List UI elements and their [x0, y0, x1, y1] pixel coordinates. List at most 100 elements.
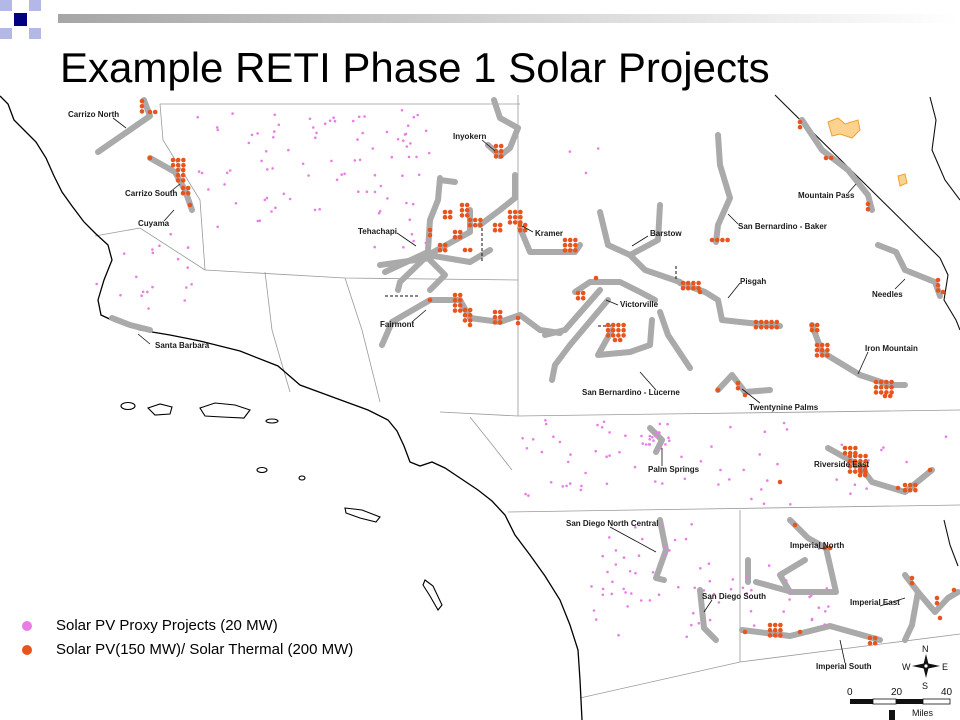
- solar-pv-proxy-dot: [680, 455, 683, 459]
- solar-pv-thermal-dot: [696, 280, 701, 286]
- solar-pv-proxy-dot: [363, 115, 366, 118]
- solar-pv-thermal-dot: [934, 595, 940, 601]
- solar-pv-proxy-dot: [719, 468, 722, 472]
- solar-pv-thermal-dot: [170, 157, 176, 163]
- solar-pv-thermal-dot: [825, 353, 830, 358]
- solar-pv-thermal-dot: [452, 297, 458, 303]
- solar-pv-proxy-dot: [412, 115, 416, 119]
- solar-pv-thermal-dot: [180, 190, 186, 196]
- map-label-barstow: Barstow: [650, 229, 682, 238]
- solar-pv-thermal-dot: [493, 148, 499, 154]
- compass-center-icon: [923, 663, 929, 669]
- solar-pv-thermal-dot: [819, 347, 825, 353]
- solar-pv-thermal-dot: [777, 479, 783, 485]
- solar-pv-thermal-dot: [464, 202, 470, 208]
- solar-pv-thermal-dot: [567, 242, 573, 248]
- solar-pv-thermal-dot: [792, 522, 798, 528]
- solar-pv-proxy-dot: [282, 192, 286, 196]
- state-boundaries: [774, 94, 960, 567]
- solar-pv-proxy-dot: [151, 248, 154, 251]
- solar-pv-proxy-dot: [699, 460, 703, 463]
- leader-line: [839, 639, 846, 664]
- solar-pv-thermal-dot: [605, 333, 611, 338]
- solar-pv-thermal-dot: [575, 295, 581, 301]
- transmission-corridor: [902, 572, 960, 615]
- solar-pv-proxy-dot: [405, 145, 409, 148]
- solar-pv-thermal-dot: [175, 157, 181, 163]
- solar-pv-thermal-dot: [680, 280, 686, 286]
- leader-line: [857, 351, 869, 375]
- leader-lines: [112, 117, 906, 664]
- solar-pv-thermal-dot: [889, 390, 894, 395]
- solar-pv-thermal-dot: [797, 124, 803, 130]
- solar-pv-thermal-dot: [753, 319, 759, 325]
- solar-pv-proxy-dot: [767, 564, 771, 567]
- map-label-victorville: Victorville: [620, 300, 659, 309]
- solar-pv-proxy-dot: [782, 610, 785, 613]
- solar-pv-proxy-dot: [717, 601, 721, 604]
- scale-tick-label: 0: [847, 687, 853, 698]
- solar-pv-proxy-dot: [944, 435, 948, 439]
- solar-pv-proxy-dot: [378, 209, 382, 213]
- solar-pv-thermal-dot: [909, 580, 915, 586]
- solar-pv-thermal-dot: [180, 178, 186, 183]
- solar-pv-proxy-dot: [661, 482, 664, 485]
- compass-west-label: W: [902, 662, 911, 672]
- solar-pv-proxy-dot: [223, 183, 226, 186]
- solar-pv-thermal-dot: [873, 379, 879, 385]
- map-label-mountain-pass: Mountain Pass: [798, 191, 855, 200]
- solar-pv-proxy-dot: [668, 439, 671, 443]
- scale-segment: [896, 699, 923, 704]
- solar-pv-thermal-dot: [680, 285, 686, 291]
- solar-pv-thermal-dot: [819, 342, 825, 348]
- solar-pv-thermal-dot: [907, 482, 913, 488]
- solar-pv-thermal-dot: [493, 154, 499, 159]
- map-label-pisgah: Pisgah: [740, 277, 767, 286]
- solar-pv-proxy-dot: [330, 159, 333, 163]
- solar-pv-thermal-dot: [427, 297, 433, 303]
- solar-pv-proxy-dot: [256, 219, 260, 223]
- solar-pv-proxy-dot: [712, 592, 716, 596]
- solar-pv-proxy-dot: [614, 563, 618, 566]
- solar-pv-thermal-dot: [442, 209, 448, 215]
- solar-pv-proxy-dot: [401, 174, 404, 177]
- solar-pv-proxy-dot: [141, 290, 145, 294]
- transmission-corridor: [437, 177, 458, 185]
- county-boundary: [94, 227, 206, 271]
- solar-pv-proxy-dot: [558, 440, 562, 444]
- solar-pv-proxy-dot: [827, 605, 830, 608]
- solar-pv-thermal-dot: [937, 615, 943, 621]
- island: [199, 402, 251, 419]
- solar-pv-thermal-dot: [764, 324, 769, 330]
- solar-pv-proxy-dot: [690, 523, 693, 526]
- solar-pv-proxy-dot: [315, 131, 318, 135]
- solar-pv-thermal-dot: [139, 98, 145, 104]
- solar-pv-thermal-dot: [457, 297, 463, 303]
- solar-pv-thermal-dot: [497, 227, 503, 233]
- leader-line: [163, 209, 175, 222]
- solar-pv-thermal-dot: [478, 217, 483, 223]
- solar-pv-thermal-dot: [814, 327, 820, 333]
- solar-pv-thermal-dot: [696, 285, 701, 291]
- decoration-square: [0, 0, 12, 11]
- solar-pv-thermal-dot: [847, 445, 853, 451]
- solar-pv-proxy-dot: [728, 478, 731, 481]
- solar-pv-proxy-dot: [207, 188, 210, 191]
- county-boundary: [439, 411, 519, 417]
- solar-pv-thermal-dot: [847, 464, 853, 469]
- solar-pv-thermal-dot: [464, 213, 470, 218]
- solar-pv-proxy-dot: [405, 201, 408, 205]
- solar-pv-proxy-dot: [677, 585, 680, 589]
- transmission-corridor: [379, 297, 563, 348]
- solar-pv-thermal-dot: [459, 202, 465, 208]
- solar-pv-proxy-dot: [323, 122, 327, 125]
- solar-pv-thermal-dot: [935, 282, 941, 288]
- solar-pv-proxy-dot: [521, 437, 524, 440]
- solar-pv-proxy-dot: [151, 285, 154, 289]
- solar-pv-thermal-dot: [895, 485, 901, 491]
- solar-pv-proxy-dot: [332, 116, 335, 119]
- leader-line: [605, 299, 619, 306]
- solar-pv-thermal-dot: [180, 185, 186, 191]
- solar-pv-thermal-dot: [863, 464, 868, 469]
